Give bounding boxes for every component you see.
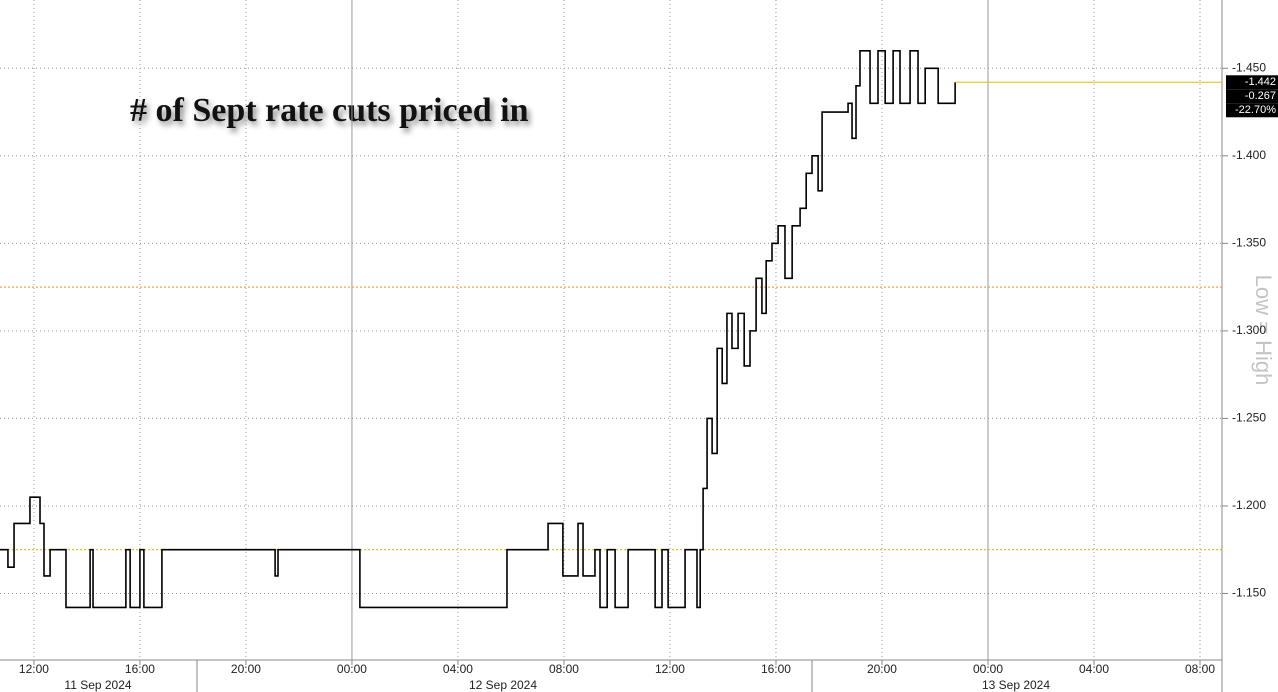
y-tick-label: -1.150 [1232,586,1266,600]
y-tick-label: -1.400 [1232,148,1266,162]
y-tick-label: -1.200 [1232,498,1266,512]
series-line [0,49,956,609]
last-label-box [1226,89,1278,104]
axis-note: Low = High [1251,275,1276,386]
x-tick-label: 04:00 [1079,662,1109,676]
last-label-box [1226,103,1278,118]
chart-title: # of Sept rate cuts priced in [130,92,529,129]
x-tick-label: 20:00 [867,662,897,676]
x-tick-label: 20:00 [231,662,261,676]
x-tick-label: 16:00 [125,662,155,676]
y-tick-label: -1.300 [1232,323,1266,337]
last-label: -0.267 [1245,90,1276,102]
date-label: 13 Sep 2024 [982,678,1050,692]
x-tick-label: 12:00 [19,662,49,676]
date-label: 11 Sep 2024 [64,678,131,692]
date-label: 12 Sep 2024 [469,678,537,692]
x-tick-label: 16:00 [761,662,791,676]
y-tick-label: -1.350 [1232,236,1266,250]
y-tick-label: -1.450 [1232,60,1266,74]
last-label: -22.70% [1235,104,1276,116]
x-tick-label: 04:00 [443,662,473,676]
last-label: -1.442 [1245,76,1276,88]
y-tick-label: -1.250 [1232,411,1266,425]
x-tick-label: 00:00 [973,662,1003,676]
last-label-box [1226,75,1278,90]
x-tick-label: 00:00 [337,662,367,676]
x-tick-label: 08:00 [1185,662,1215,676]
x-tick-label: 08:00 [549,662,579,676]
x-tick-label: 12:00 [655,662,685,676]
